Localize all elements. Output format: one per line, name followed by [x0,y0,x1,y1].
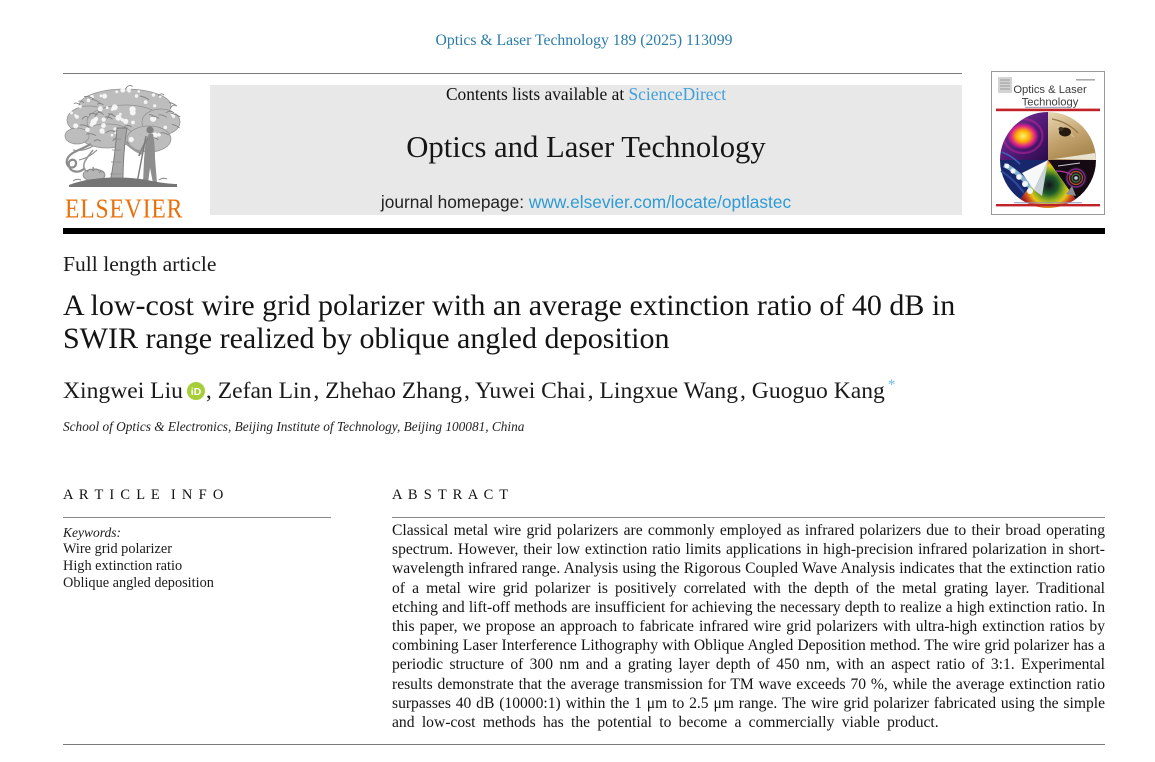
svg-text:Optics & Laser: Optics & Laser [1013,84,1087,96]
svg-text:Technology: Technology [1022,97,1079,109]
svg-text:iD: iD [191,386,202,398]
